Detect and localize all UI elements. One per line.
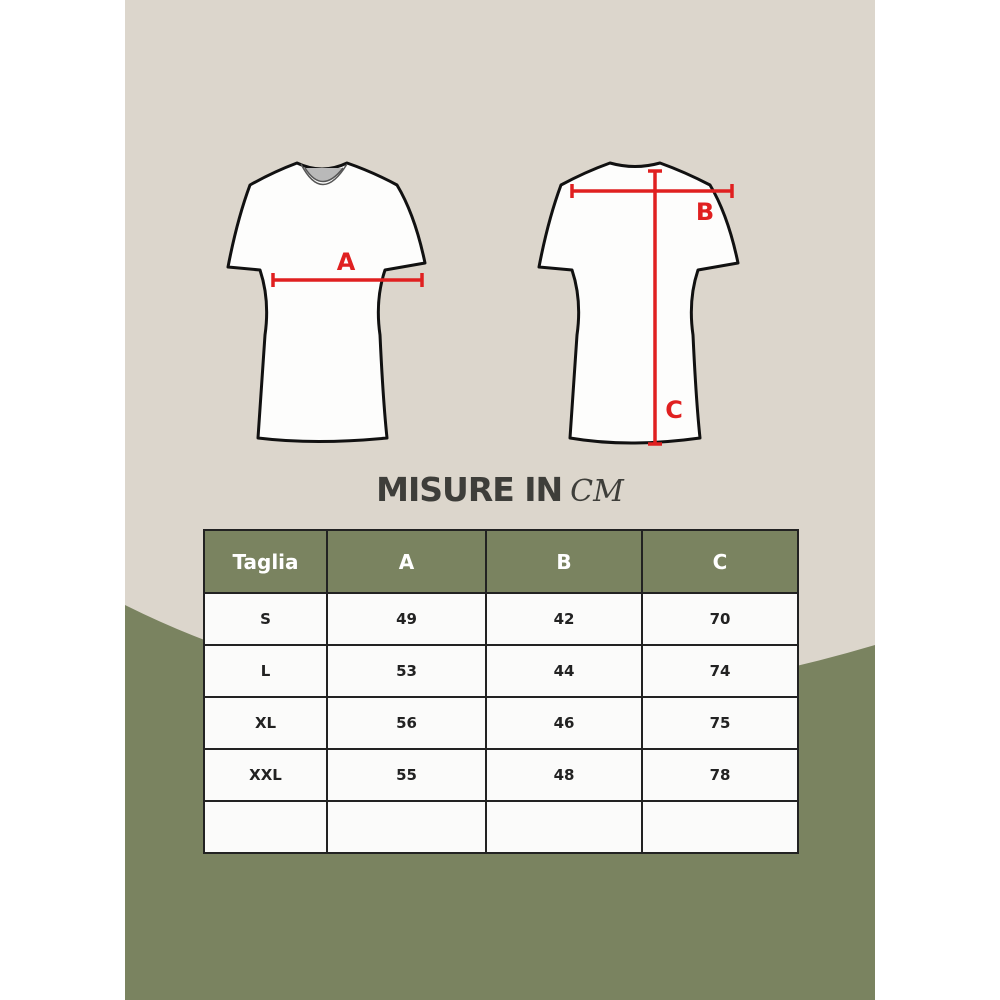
cell-a: 55 [326,748,487,802]
cell-a: 53 [326,644,487,698]
cell-c: 70 [641,592,799,646]
cell-b: 44 [485,644,643,698]
measure-line-c [648,169,662,446]
cell-size [203,800,328,854]
cell-b: 46 [485,696,643,750]
table-header-row: Taglia A B C [203,529,799,594]
cell-size: S [203,592,328,646]
table-row-empty [203,800,799,854]
header-a: A [326,529,487,594]
size-chart-panel: A B C MISURE IN CM Taglia A B C S 49 42 70 L… [125,0,875,1000]
cell-size: XL [203,696,328,750]
label-b: B [696,198,714,226]
cell-a: 49 [326,592,487,646]
cell-b: 42 [485,592,643,646]
header-taglia: Taglia [203,529,328,594]
cell-c: 75 [641,696,799,750]
cell-c: 78 [641,748,799,802]
table-row: XXL 55 48 78 [203,748,799,802]
back-tshirt [537,161,740,445]
cell-c [641,800,799,854]
chart-title: MISURE IN CM [125,470,875,509]
label-a: A [337,248,356,276]
cell-size: XXL [203,748,328,802]
title-unit: CM [570,474,624,509]
header-b: B [485,529,643,594]
measure-line-a [271,273,424,287]
table-row: XL 56 46 75 [203,696,799,750]
front-tshirt [226,161,427,443]
table-row: S 49 42 70 [203,592,799,646]
cell-b: 48 [485,748,643,802]
cell-a: 56 [326,696,487,750]
title-main: MISURE IN [376,470,563,509]
header-c: C [641,529,799,594]
cell-size: L [203,644,328,698]
cell-a [326,800,487,854]
tshirt-diagrams: A B C [226,161,740,446]
table-row: L 53 44 74 [203,644,799,698]
size-table: Taglia A B C S 49 42 70 L 53 44 74 XL 56 46 75 XX… [203,529,799,854]
cell-c: 74 [641,644,799,698]
cell-b [485,800,643,854]
label-c: C [665,396,683,424]
measure-line-b [570,184,734,198]
